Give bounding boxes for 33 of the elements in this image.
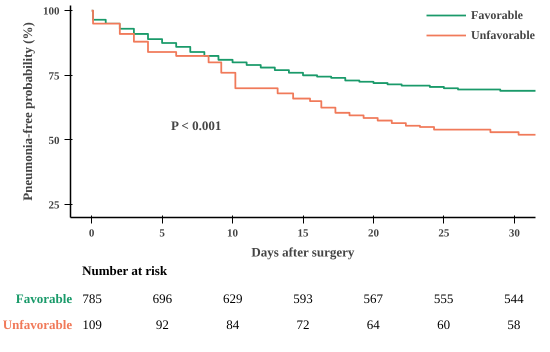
x-tick-label: 0 [88,228,95,240]
x-tick-label: 15 [298,228,309,240]
y-axis-title: Pneumonia-free probability (%) [20,22,35,201]
x-tick-label: 10 [227,228,239,240]
text: 785 [81,290,103,308]
text: Unfavorable [2,316,72,334]
text: 60 [436,316,452,334]
text: 72 [296,316,310,334]
y-tick-label: 100 [43,6,60,18]
x-tick-label: 25 [438,228,450,240]
text: 64 [366,316,381,334]
text: 567 [362,290,384,308]
legend-label: Unfavorable [471,28,535,42]
x-tick-label: 20 [368,228,380,240]
x-tick-label: 5 [159,228,166,240]
text: 696 [152,290,174,308]
text: 593 [292,290,314,308]
y-tick-label: 50 [48,134,60,147]
text: 555 [432,290,454,308]
legend-label: Favorable [471,8,523,22]
text: 109 [81,316,103,334]
y-tick-label: 75 [48,70,60,82]
y-tick-label: 25 [48,200,60,212]
text: Number at risk [82,262,168,280]
annotation: P < 0.001 [170,118,222,133]
text: 629 [222,290,244,308]
x-tick-label: 30 [508,228,520,240]
text: 92 [154,316,170,334]
text: 544 [503,290,525,308]
text: 84 [225,316,240,334]
text: 58 [506,316,522,334]
x-axis-title: Days after surgery [251,244,355,260]
text: Favorable [16,290,72,308]
